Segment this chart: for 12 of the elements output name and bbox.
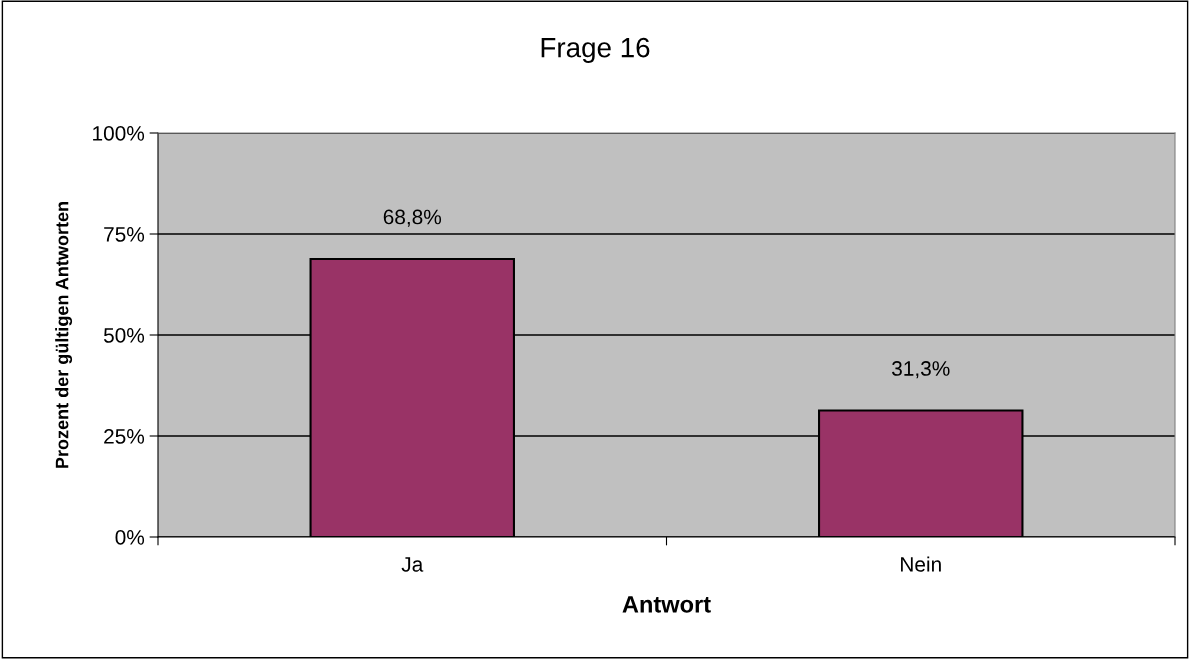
- chart-title: Frage 16: [541, 37, 650, 63]
- y-tick-label: 75%: [104, 227, 145, 242]
- y-tick-label: 100%: [93, 126, 145, 141]
- x-tick-label: Nein: [901, 556, 941, 572]
- data-label: 68,8%: [383, 209, 442, 227]
- x-axis-title: Antwort: [622, 596, 711, 613]
- data-label: 31,3%: [892, 361, 950, 379]
- x-tick-label: Ja: [401, 557, 424, 572]
- y-tick-label: 25%: [104, 429, 145, 444]
- y-axis-title: Prozent der gültigen Antworten: [55, 202, 73, 468]
- y-tick-label: 0%: [115, 530, 145, 545]
- y-tick-label: 50%: [103, 328, 145, 343]
